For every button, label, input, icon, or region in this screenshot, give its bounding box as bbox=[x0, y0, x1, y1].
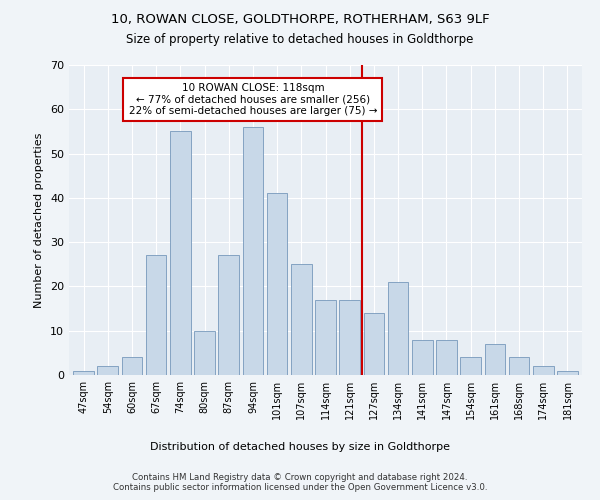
Bar bbox=[364, 313, 384, 375]
Bar bbox=[146, 256, 166, 375]
Bar bbox=[436, 340, 457, 375]
Bar bbox=[340, 300, 360, 375]
Bar bbox=[122, 358, 142, 375]
Bar bbox=[485, 344, 505, 375]
Bar bbox=[315, 300, 336, 375]
Text: Distribution of detached houses by size in Goldthorpe: Distribution of detached houses by size … bbox=[150, 442, 450, 452]
Text: 10, ROWAN CLOSE, GOLDTHORPE, ROTHERHAM, S63 9LF: 10, ROWAN CLOSE, GOLDTHORPE, ROTHERHAM, … bbox=[110, 12, 490, 26]
Bar bbox=[218, 256, 239, 375]
Bar bbox=[412, 340, 433, 375]
Bar bbox=[509, 358, 529, 375]
Bar bbox=[194, 330, 215, 375]
Y-axis label: Number of detached properties: Number of detached properties bbox=[34, 132, 44, 308]
Bar bbox=[460, 358, 481, 375]
Bar bbox=[533, 366, 554, 375]
Text: Size of property relative to detached houses in Goldthorpe: Size of property relative to detached ho… bbox=[127, 32, 473, 46]
Text: Contains HM Land Registry data © Crown copyright and database right 2024.
Contai: Contains HM Land Registry data © Crown c… bbox=[113, 473, 487, 492]
Bar bbox=[557, 370, 578, 375]
Bar bbox=[97, 366, 118, 375]
Bar bbox=[267, 194, 287, 375]
Bar bbox=[170, 132, 191, 375]
Text: 10 ROWAN CLOSE: 118sqm
← 77% of detached houses are smaller (256)
22% of semi-de: 10 ROWAN CLOSE: 118sqm ← 77% of detached… bbox=[128, 82, 377, 116]
Bar bbox=[291, 264, 311, 375]
Bar bbox=[73, 370, 94, 375]
Bar bbox=[388, 282, 409, 375]
Bar bbox=[242, 127, 263, 375]
